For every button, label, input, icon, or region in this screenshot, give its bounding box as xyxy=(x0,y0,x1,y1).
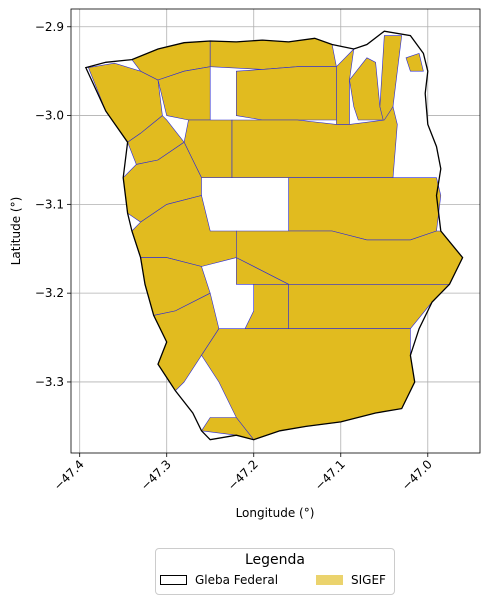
sigef-parcels xyxy=(87,35,463,441)
gleba-federal-boundary xyxy=(84,30,464,441)
y-tick-label: −3.1 xyxy=(35,197,64,211)
x-tick-label: −47.4 xyxy=(51,457,87,493)
y-tick-label: −3.3 xyxy=(35,375,64,389)
sigef-parcel xyxy=(209,37,337,70)
legend-label-gleba: Gleba Federal xyxy=(195,573,279,587)
legend-label-sigef: SIGEF xyxy=(351,573,386,587)
sigef-parcel xyxy=(336,48,355,125)
y-axis-ticks: −2.9 −3.0 −3.1 −3.2 −3.3 xyxy=(35,20,71,389)
sigef-parcel xyxy=(200,417,255,441)
x-axis-ticks: −47.4 −47.3 −47.2 −47.1 −47.0 xyxy=(51,453,435,493)
legend-title: Legenda xyxy=(244,552,305,568)
x-tick-label: −47.3 xyxy=(138,457,174,493)
x-tick-label: −47.2 xyxy=(225,457,261,493)
x-axis-label: Longitude (°) xyxy=(236,506,315,520)
y-tick-label: −3.2 xyxy=(35,286,64,300)
x-tick-label: −47.1 xyxy=(312,457,348,493)
sigef-parcel xyxy=(236,66,337,121)
y-tick-label: −3.0 xyxy=(35,109,64,123)
sigef-parcel xyxy=(349,57,385,121)
y-tick-label: −2.9 xyxy=(35,20,64,34)
legend-entry-gleba: Gleba Federal xyxy=(160,573,278,587)
legend-entry-sigef: SIGEF xyxy=(316,573,386,587)
legend-swatch-sigef xyxy=(316,575,343,585)
legend-swatch-gleba xyxy=(160,575,187,585)
y-axis-label: Latitude (°) xyxy=(9,197,23,266)
x-tick-label: −47.0 xyxy=(399,457,435,493)
sigef-parcel xyxy=(288,177,442,241)
sigef-parcel xyxy=(405,53,424,72)
legend: Legenda Gleba Federal SIGEF xyxy=(155,548,395,595)
plot-frame xyxy=(70,8,481,454)
